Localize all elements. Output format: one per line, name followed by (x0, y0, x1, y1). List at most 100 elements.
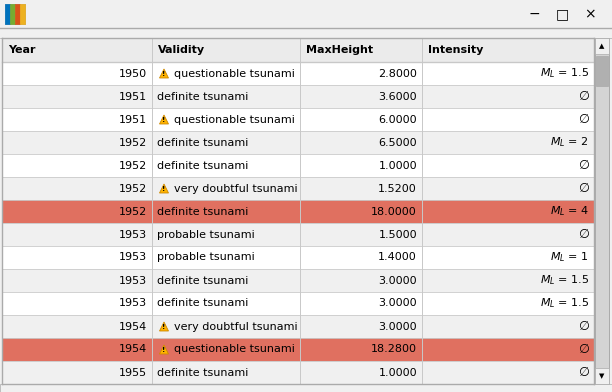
Bar (2, 177, 594, 200)
Bar (2, 269, 594, 292)
Bar (20, 4, 25, 24)
Text: very doubtful tsunami: very doubtful tsunami (174, 321, 297, 332)
Bar (2, 131, 594, 154)
Text: $M_{L}$ = 4: $M_{L}$ = 4 (550, 205, 589, 218)
Bar (0, 0, 612, 28)
Bar (595, 38, 609, 384)
Text: 1954: 1954 (119, 321, 147, 332)
Bar (10, 4, 15, 24)
Bar (2, 361, 594, 384)
Text: ×: × (584, 7, 596, 21)
Bar (2, 223, 594, 246)
Text: 1952: 1952 (119, 160, 147, 171)
Text: 6.5000: 6.5000 (378, 138, 417, 147)
Text: 1952: 1952 (119, 183, 147, 194)
Text: !: ! (162, 347, 166, 353)
Text: 1951: 1951 (119, 91, 147, 102)
Text: 1955: 1955 (119, 368, 147, 377)
Bar (15, 4, 20, 24)
Bar (2, 315, 594, 338)
Bar (0, 384, 612, 392)
Text: □: □ (556, 7, 569, 21)
Text: definite tsunami: definite tsunami (157, 207, 248, 216)
Text: Year: Year (8, 45, 35, 55)
Text: questionable tsunami: questionable tsunami (174, 69, 295, 78)
Text: ∅: ∅ (578, 228, 589, 241)
Text: 1.5200: 1.5200 (378, 183, 417, 194)
Text: $M_{L}$ = 2: $M_{L}$ = 2 (550, 136, 589, 149)
Text: 18.2800: 18.2800 (371, 345, 417, 354)
Text: 1952: 1952 (119, 138, 147, 147)
Text: 1953: 1953 (119, 252, 147, 263)
Text: 1.4000: 1.4000 (378, 252, 417, 263)
Bar (2, 38, 594, 62)
Bar (0, 28, 612, 38)
Text: 1.5000: 1.5000 (378, 229, 417, 240)
Bar (595, 368, 609, 384)
Polygon shape (160, 184, 168, 193)
Text: definite tsunami: definite tsunami (157, 276, 248, 285)
Text: definite tsunami: definite tsunami (157, 160, 248, 171)
Text: 3.0000: 3.0000 (378, 298, 417, 309)
Text: 1953: 1953 (119, 229, 147, 240)
Polygon shape (160, 115, 168, 124)
Bar (2, 200, 594, 223)
Text: 1953: 1953 (119, 276, 147, 285)
Bar (2, 154, 594, 177)
Bar (596, 56, 608, 86)
Text: 1950: 1950 (119, 69, 147, 78)
Text: Intensity: Intensity (428, 45, 483, 55)
Text: 1954: 1954 (119, 345, 147, 354)
Bar (2, 246, 594, 269)
Polygon shape (160, 322, 168, 331)
Text: 18.0000: 18.0000 (371, 207, 417, 216)
Text: definite tsunami: definite tsunami (157, 298, 248, 309)
Text: ∅: ∅ (578, 343, 589, 356)
Bar (2, 62, 594, 85)
Text: definite tsunami: definite tsunami (157, 138, 248, 147)
Text: ∅: ∅ (578, 320, 589, 333)
Text: $M_{L}$ = 1.5: $M_{L}$ = 1.5 (540, 274, 589, 287)
Text: questionable tsunami: questionable tsunami (174, 345, 295, 354)
Text: ▲: ▲ (599, 43, 605, 49)
Text: definite tsunami: definite tsunami (157, 368, 248, 377)
Text: ∅: ∅ (578, 113, 589, 126)
Bar (5, 4, 25, 24)
Text: definite tsunami: definite tsunami (157, 91, 248, 102)
Bar (2, 108, 594, 131)
Text: 3.6000: 3.6000 (378, 91, 417, 102)
Text: 1.0000: 1.0000 (378, 368, 417, 377)
Text: 1951: 1951 (119, 114, 147, 125)
Text: MaxHeight: MaxHeight (306, 45, 373, 55)
Text: Validity: Validity (158, 45, 205, 55)
Text: 3.0000: 3.0000 (378, 276, 417, 285)
Text: $M_{L}$ = 1.5: $M_{L}$ = 1.5 (540, 297, 589, 310)
Text: 1952: 1952 (119, 207, 147, 216)
Text: 2.8000: 2.8000 (378, 69, 417, 78)
Text: very doubtful tsunami: very doubtful tsunami (174, 183, 297, 194)
Text: 1953: 1953 (119, 298, 147, 309)
Text: ▼: ▼ (599, 373, 605, 379)
Text: !: ! (162, 186, 166, 192)
Text: ∅: ∅ (578, 159, 589, 172)
Text: 3.0000: 3.0000 (378, 321, 417, 332)
Text: 6.0000: 6.0000 (378, 114, 417, 125)
Text: probable tsunami: probable tsunami (157, 252, 255, 263)
Text: −: − (528, 7, 540, 21)
Text: 1.0000: 1.0000 (378, 160, 417, 171)
Text: $M_{L}$ = 1: $M_{L}$ = 1 (550, 250, 589, 264)
Text: ∅: ∅ (578, 90, 589, 103)
Bar (2, 338, 594, 361)
Bar (5, 4, 10, 24)
Bar (595, 38, 609, 54)
Text: probable tsunami: probable tsunami (157, 229, 255, 240)
Text: questionable tsunami: questionable tsunami (174, 114, 295, 125)
Text: !: ! (162, 71, 166, 77)
Bar (2, 85, 594, 108)
Polygon shape (160, 69, 168, 78)
Text: !: ! (162, 117, 166, 123)
Bar (2, 292, 594, 315)
Text: ∅: ∅ (578, 182, 589, 195)
Text: !: ! (162, 324, 166, 330)
Text: ∅: ∅ (578, 366, 589, 379)
